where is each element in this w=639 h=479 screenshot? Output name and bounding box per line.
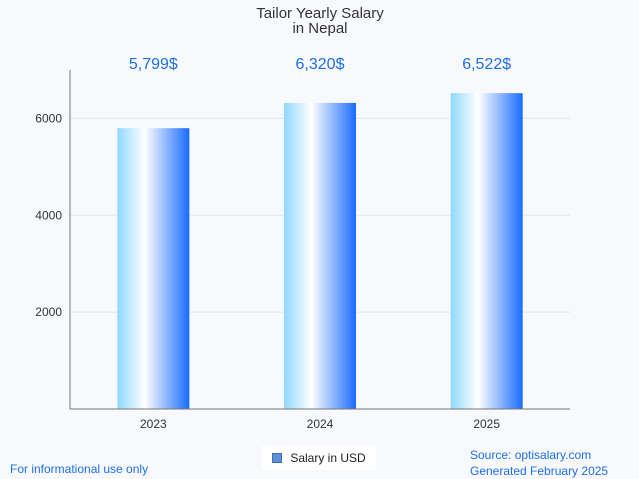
x-tick-label: 2024 xyxy=(307,417,334,431)
legend: Salary in USD xyxy=(262,446,376,470)
value-label: 5,799$ xyxy=(129,56,178,73)
chart-title-line-1: Tailor Yearly Salary xyxy=(256,5,384,22)
bars xyxy=(117,93,523,409)
y-tick-label: 4000 xyxy=(35,208,62,222)
y-tick-labels: 2000 4000 6000 xyxy=(35,111,62,319)
value-label: 6,522$ xyxy=(462,56,511,73)
bar-2025 xyxy=(450,93,523,409)
y-tick-label: 6000 xyxy=(35,111,62,125)
x-tick-labels: 2023 2024 2025 xyxy=(140,417,500,431)
value-labels: 5,799$ 6,320$ 6,522$ xyxy=(129,56,511,73)
bar-2024 xyxy=(284,102,356,409)
y-tick-label: 2000 xyxy=(35,305,62,319)
legend-swatch xyxy=(272,453,283,463)
x-tick-label: 2025 xyxy=(473,417,500,431)
value-label: 6,320$ xyxy=(296,56,345,73)
chart-title-line-2: in Nepal xyxy=(292,20,347,37)
x-tick-label: 2023 xyxy=(140,417,167,431)
legend-label: Salary in USD xyxy=(290,451,366,465)
bar-2023 xyxy=(117,128,190,409)
source-block: Source: optisalary.com Generated Februar… xyxy=(470,447,608,479)
disclaimer-text: For informational use only xyxy=(10,462,149,476)
source-link[interactable]: Source: optisalary.com xyxy=(470,448,592,462)
generated-date: Generated February 2025 xyxy=(470,464,609,478)
